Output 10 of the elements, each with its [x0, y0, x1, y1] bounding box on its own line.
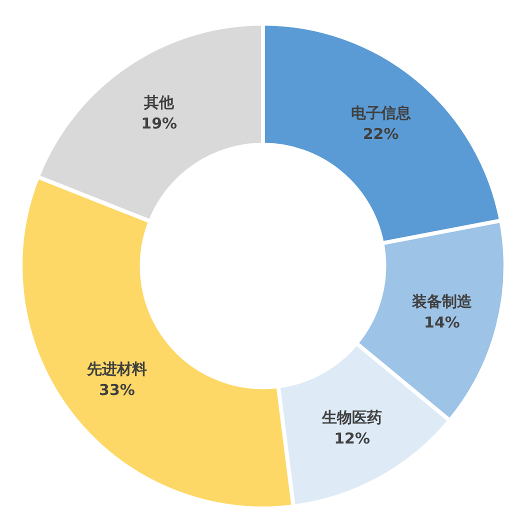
slice-label: 电子信息: [350, 104, 412, 122]
data-label: 12%: [334, 429, 370, 448]
data-label: 33%: [99, 380, 135, 399]
slice-label: 生物医药: [321, 408, 382, 426]
data-label: 19%: [141, 114, 178, 133]
slice-label: 先进材料: [86, 360, 147, 378]
slice-label: 其他: [143, 94, 176, 112]
data-label: 22%: [362, 125, 399, 144]
slice-label: 装备制造: [411, 292, 474, 310]
data-label: 14%: [424, 313, 460, 332]
